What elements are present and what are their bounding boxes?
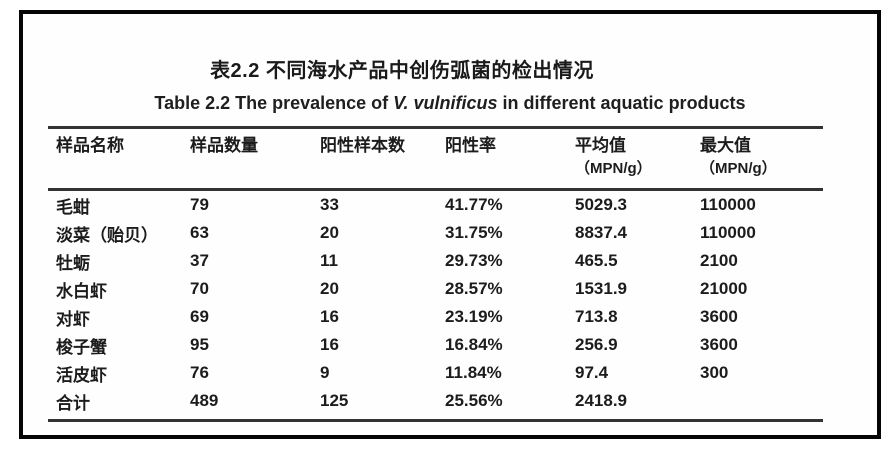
table-cell: 水白虾 — [56, 281, 107, 301]
table-title-zh: 表2.2 不同海水产品中创伤弧菌的检出情况 — [210, 60, 594, 82]
table-cell: 63 — [190, 223, 209, 242]
table-cell: 毛蚶 — [56, 197, 90, 217]
table-cell: 对虾 — [56, 309, 90, 329]
table-cell: 37 — [190, 251, 209, 270]
table-cell: 活皮虾 — [56, 365, 107, 385]
table-cell: 25.56% — [445, 391, 503, 410]
col-header-label: 阳性率 — [445, 136, 496, 155]
table-cell: 465.5 — [575, 251, 618, 270]
table-row: 活皮虾 76 9 11.84% 97.4 300 — [48, 359, 823, 387]
table-cell: 489 — [190, 391, 219, 410]
table-cell: 713.8 — [575, 307, 618, 326]
table-cell: 95 — [190, 335, 209, 354]
table-title-en-prefix: Table 2.2 The prevalence of — [154, 93, 394, 113]
col-header-label: 阳性样本数 — [320, 136, 405, 155]
table-cell: 256.9 — [575, 335, 618, 354]
table-cell: 11.84% — [445, 363, 502, 382]
col-header-sample-count: 样品数量 — [190, 127, 320, 191]
table-cell: 28.57% — [445, 279, 503, 298]
col-header-label: 样品数量 — [190, 136, 258, 155]
col-header-unit: （MPN/g） — [700, 160, 777, 178]
col-header-positive-rate: 阳性率 — [445, 127, 575, 191]
table-row: 合计 489 125 25.56% 2418.9 — [48, 387, 823, 421]
table-cell: 33 — [320, 195, 339, 214]
table-row: 梭子蟹 95 16 16.84% 256.9 3600 — [48, 331, 823, 359]
table-cell: 29.73% — [445, 251, 503, 270]
table-cell: 2100 — [700, 251, 738, 270]
table-cell: 125 — [320, 391, 349, 410]
table-row: 水白虾 70 20 28.57% 1531.9 21000 — [48, 275, 823, 303]
table-cell: 梭子蟹 — [56, 337, 107, 357]
table-header-row: 样品名称 样品数量 阳性样本数 阳性率 平均值 （MPN/g） 最大值 （MPN — [48, 127, 823, 191]
table-cell: 16 — [320, 335, 339, 354]
table-title-en-suffix: in different aquatic products — [497, 93, 746, 113]
page-frame: 表2.2 不同海水产品中创伤弧菌的检出情况 Table 2.2 The prev… — [19, 10, 881, 439]
table-cell: 20 — [320, 279, 339, 298]
table-cell: 79 — [190, 195, 209, 214]
table-cell: 淡菜（贻贝） — [56, 225, 158, 245]
table-cell: 16 — [320, 307, 339, 326]
table-cell: 11 — [320, 251, 338, 270]
table-cell: 41.77% — [445, 195, 503, 214]
table-cell: 23.19% — [445, 307, 503, 326]
prevalence-table: 样品名称 样品数量 阳性样本数 阳性率 平均值 （MPN/g） 最大值 （MPN — [48, 126, 823, 422]
table-row: 对虾 69 16 23.19% 713.8 3600 — [48, 303, 823, 331]
col-header-mean: 平均值 （MPN/g） — [575, 127, 700, 191]
table-cell: 300 — [700, 363, 729, 382]
table-title-en: Table 2.2 The prevalence of V. vulnificu… — [23, 93, 877, 114]
table-title-en-species: V. vulnificus — [393, 93, 498, 113]
col-header-unit: （MPN/g） — [575, 160, 652, 178]
table-cell: 合计 — [56, 393, 90, 413]
table-cell: 69 — [190, 307, 209, 326]
col-header-positive-count: 阳性样本数 — [320, 127, 445, 191]
table-header: 样品名称 样品数量 阳性样本数 阳性率 平均值 （MPN/g） 最大值 （MPN — [48, 127, 823, 191]
table-cell: 110000 — [700, 195, 756, 214]
table-cell: 9 — [320, 363, 330, 382]
table-row: 淡菜（贻贝） 63 20 31.75% 8837.4 110000 — [48, 219, 823, 247]
table-cell: 70 — [190, 279, 209, 298]
table-row: 毛蚶 79 33 41.77% 5029.3 110000 — [48, 190, 823, 220]
table-row: 牡蛎 37 11 29.73% 465.5 2100 — [48, 247, 823, 275]
col-header-max: 最大值 （MPN/g） — [700, 127, 823, 191]
table-cell: 3600 — [700, 307, 738, 326]
table-cell: 5029.3 — [575, 195, 627, 214]
table-cell: 21000 — [700, 279, 748, 298]
col-header-sample-name: 样品名称 — [48, 127, 190, 191]
table-cell: 8837.4 — [575, 223, 627, 242]
table-cell: 1531.9 — [575, 279, 627, 298]
col-header-label: 最大值 — [700, 136, 751, 155]
table-cell: 3600 — [700, 335, 738, 354]
table-cell: 2418.9 — [575, 391, 627, 410]
table-cell: 20 — [320, 223, 339, 242]
table-cell: 牡蛎 — [56, 253, 90, 273]
table-body: 毛蚶 79 33 41.77% 5029.3 110000 淡菜（贻贝） 63 20 31.75%… — [48, 190, 823, 421]
table-cell: 110000 — [700, 223, 756, 242]
table-cell: 16.84% — [445, 335, 503, 354]
col-header-label: 样品名称 — [56, 136, 124, 155]
table-cell: 97.4 — [575, 363, 609, 382]
col-header-label: 平均值 — [575, 136, 626, 155]
table-cell — [700, 387, 823, 421]
table-cell: 76 — [190, 363, 209, 382]
table-cell: 31.75% — [445, 223, 503, 242]
